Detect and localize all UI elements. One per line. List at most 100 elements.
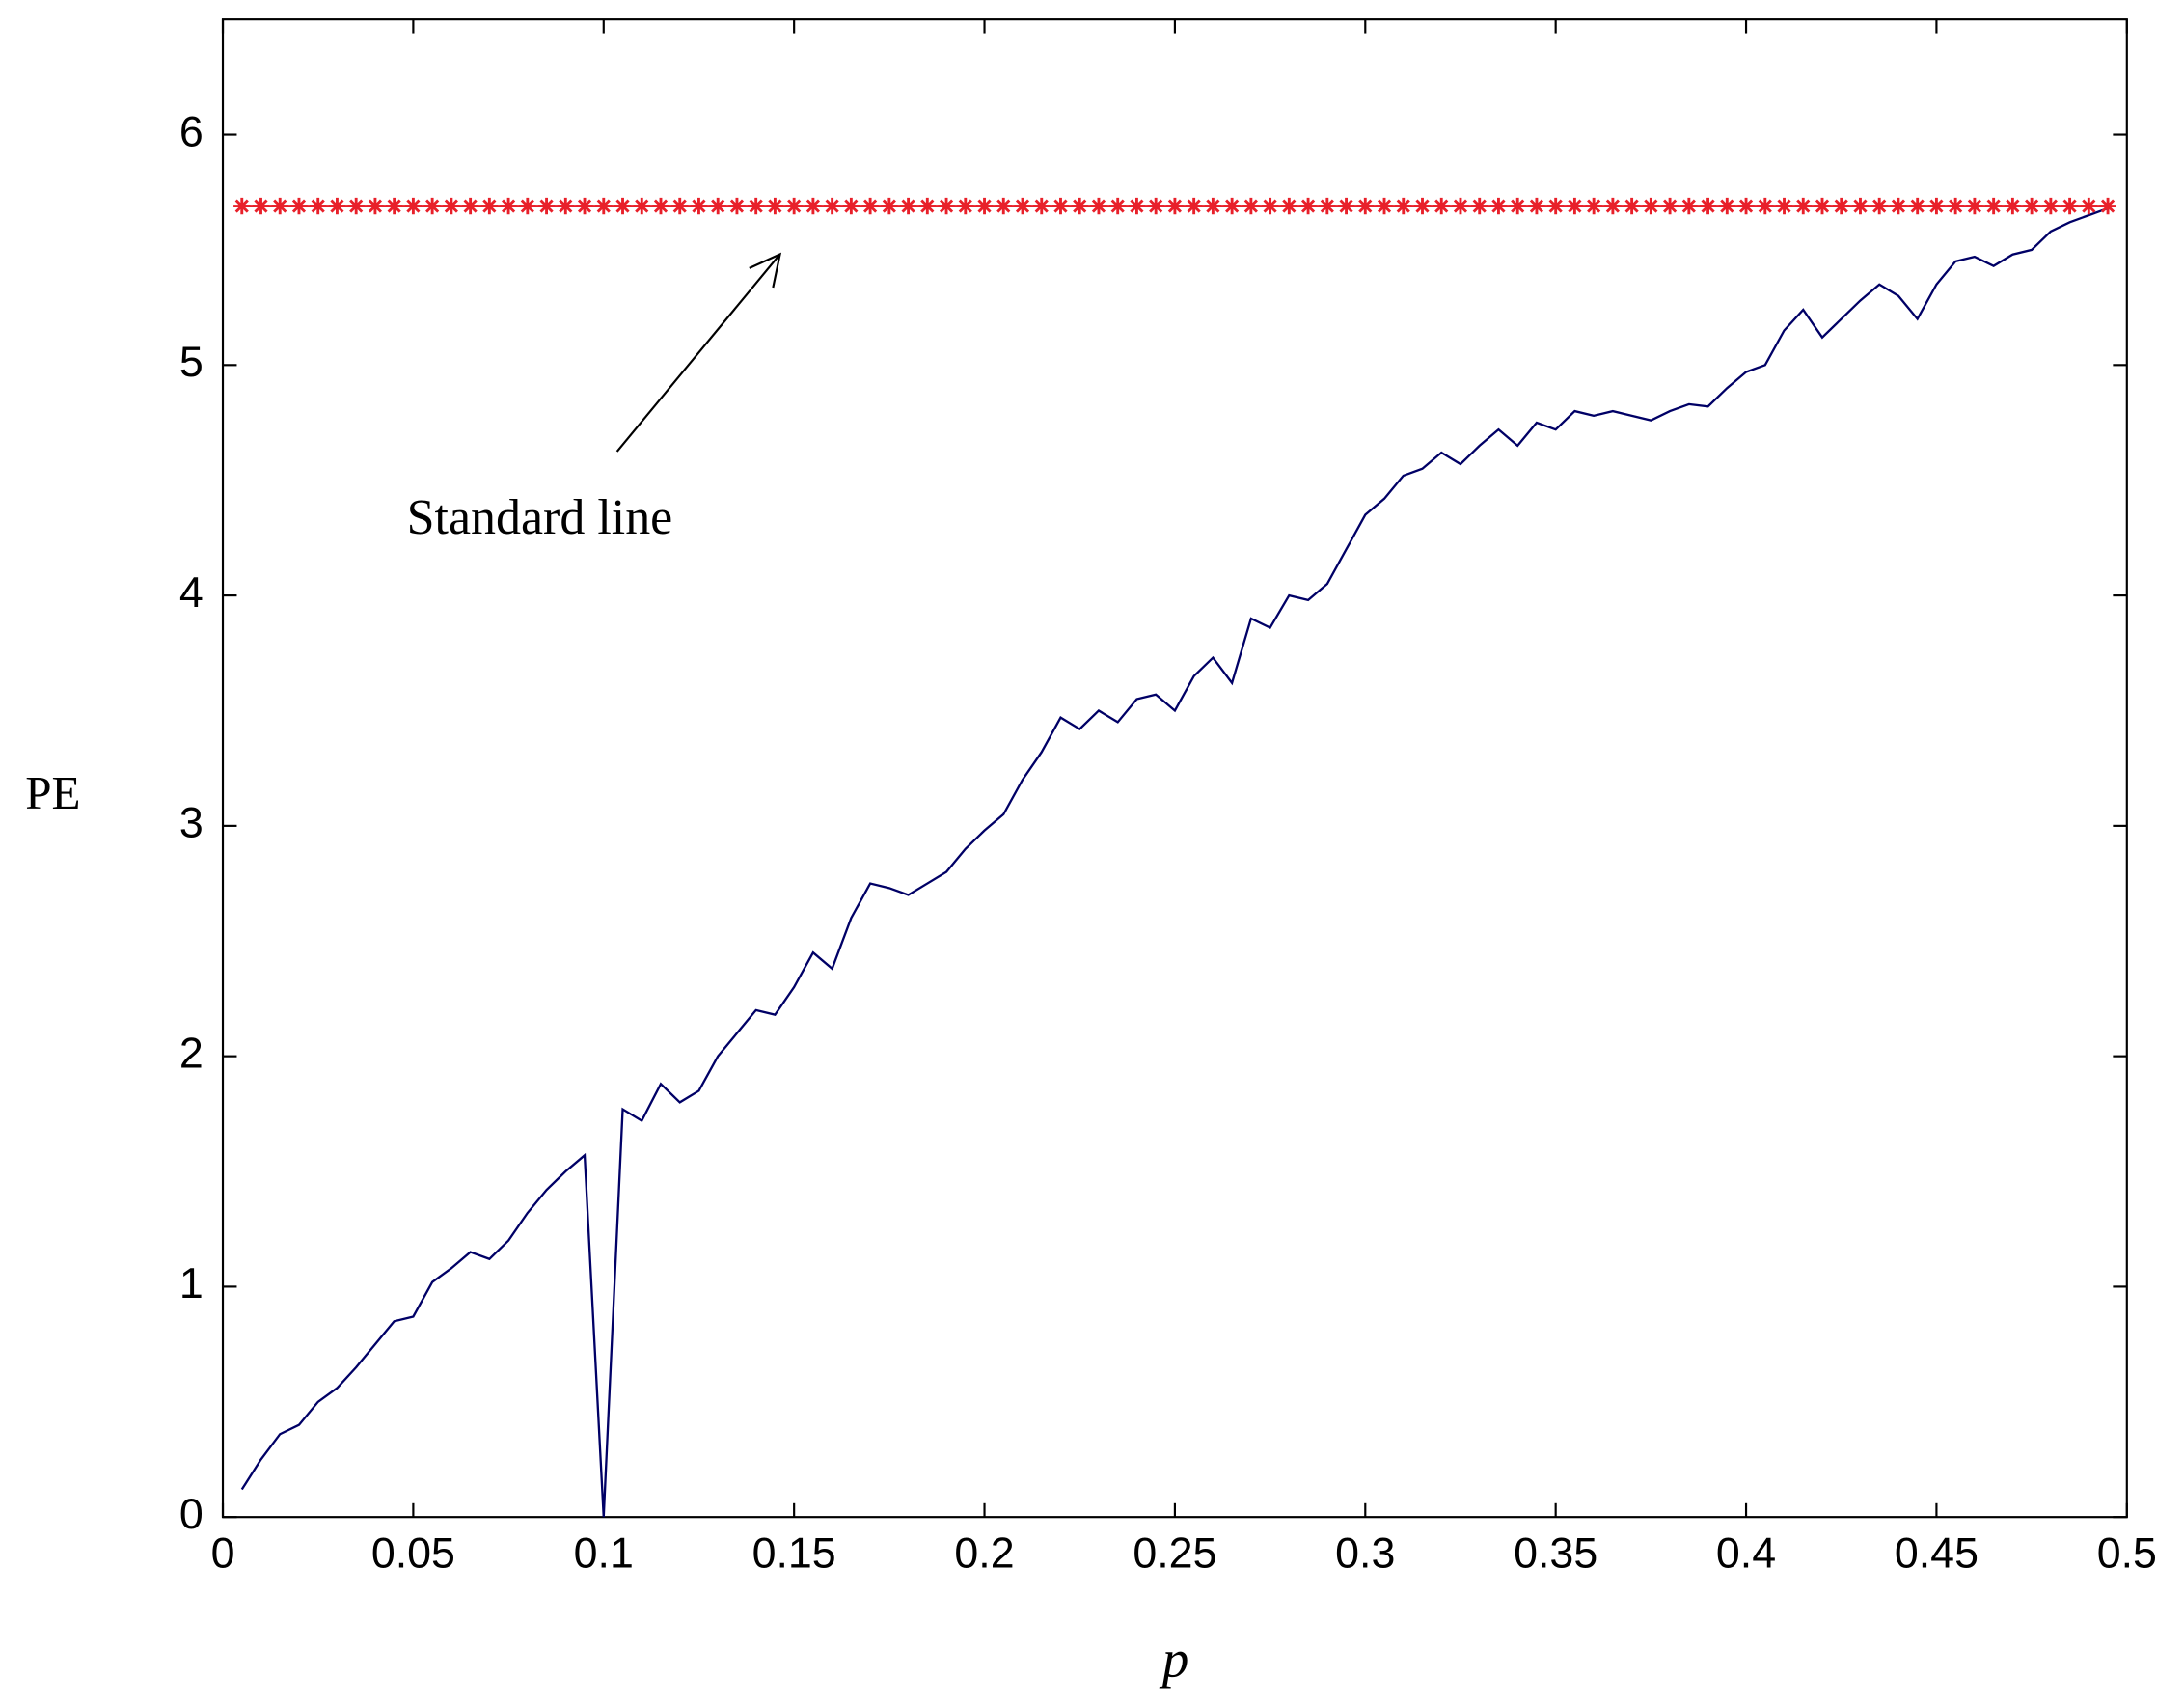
y-tick-label: 1	[179, 1260, 204, 1307]
star-marker	[1376, 197, 1393, 215]
star-marker	[385, 197, 403, 215]
star-marker	[1623, 197, 1641, 215]
star-marker	[995, 197, 1012, 215]
star-marker	[1413, 197, 1432, 215]
x-tick-label: 0.2	[954, 1529, 1014, 1577]
star-marker	[328, 197, 346, 215]
star-marker	[1147, 197, 1164, 215]
star-marker	[1261, 197, 1279, 215]
star-marker	[1909, 197, 1926, 215]
star-marker	[1299, 197, 1317, 215]
star-marker	[1794, 197, 1812, 215]
star-marker	[595, 197, 613, 215]
star-marker	[1718, 197, 1735, 215]
series-line	[240, 206, 2109, 1518]
x-tick-label: 0.1	[574, 1529, 634, 1577]
star-marker	[423, 197, 441, 215]
star-marker	[443, 197, 460, 215]
star-marker	[2099, 197, 2116, 215]
star-marker	[1014, 197, 1031, 215]
star-marker	[2080, 197, 2097, 215]
y-tick-label: 3	[179, 800, 204, 847]
star-marker	[1128, 197, 1146, 215]
x-tick-label: 0.05	[371, 1529, 455, 1577]
star-marker	[614, 197, 632, 215]
star-marker	[1071, 197, 1088, 215]
star-marker	[1775, 197, 1793, 215]
x-tick-label: 0.5	[2097, 1529, 2157, 1577]
star-marker	[1489, 197, 1508, 215]
star-marker	[1471, 197, 1488, 215]
star-marker	[805, 197, 822, 215]
y-tick-label: 2	[179, 1030, 204, 1077]
star-marker	[1680, 197, 1698, 215]
star-marker	[1604, 197, 1622, 215]
star-marker	[480, 197, 499, 215]
star-marker	[1395, 197, 1412, 215]
star-marker	[842, 197, 860, 215]
star-marker	[918, 197, 936, 215]
star-marker	[233, 197, 251, 215]
star-marker	[748, 197, 765, 215]
star-marker	[1280, 197, 1298, 215]
star-marker	[461, 197, 479, 215]
star-marker	[1051, 197, 1070, 215]
star-marker	[500, 197, 517, 215]
star-marker	[690, 197, 708, 215]
star-marker	[1033, 197, 1051, 215]
star-marker	[975, 197, 994, 215]
star-marker	[1984, 197, 2003, 215]
star-marker	[1204, 197, 1222, 215]
star-marker	[1851, 197, 1870, 215]
star-marker	[899, 197, 917, 215]
star-marker	[347, 197, 365, 215]
star-marker	[652, 197, 669, 215]
star-marker	[310, 197, 327, 215]
star-marker	[785, 197, 803, 215]
star-marker	[1433, 197, 1450, 215]
star-marker	[290, 197, 308, 215]
star-marker	[728, 197, 746, 215]
star-marker	[861, 197, 879, 215]
star-marker	[1566, 197, 1584, 215]
star-marker	[709, 197, 726, 215]
y-axis-label: PE	[25, 766, 80, 819]
star-marker	[1090, 197, 1107, 215]
x-tick-label: 0	[211, 1529, 235, 1577]
star-marker	[2061, 197, 2079, 215]
star-marker	[633, 197, 650, 215]
star-marker	[537, 197, 556, 215]
star-marker	[1890, 197, 1907, 215]
star-marker	[1757, 197, 1774, 215]
star-marker	[1642, 197, 1660, 215]
x-tick-label: 0.3	[1335, 1529, 1395, 1577]
star-marker	[557, 197, 574, 215]
star-marker	[1109, 197, 1127, 215]
star-marker	[1833, 197, 1850, 215]
star-marker	[1870, 197, 1888, 215]
y-tick-label: 0	[179, 1491, 204, 1538]
star-marker	[1337, 197, 1355, 215]
x-tick-label: 0.45	[1895, 1529, 1979, 1577]
x-axis-label: p	[1159, 1630, 1188, 1689]
star-marker	[766, 197, 784, 215]
star-marker	[1452, 197, 1469, 215]
star-marker	[1585, 197, 1602, 215]
star-marker	[252, 197, 270, 215]
star-marker	[1927, 197, 1946, 215]
star-marker	[1509, 197, 1526, 215]
star-marker	[1242, 197, 1260, 215]
star-marker	[1185, 197, 1203, 215]
star-marker	[271, 197, 288, 215]
star-marker	[2042, 197, 2060, 215]
star-marker	[938, 197, 955, 215]
star-marker	[1947, 197, 1964, 215]
x-tick-label: 0.4	[1716, 1529, 1776, 1577]
star-marker	[2004, 197, 2022, 215]
annotation-arrow	[615, 252, 782, 453]
star-marker	[1166, 197, 1184, 215]
star-marker	[823, 197, 841, 215]
y-tick-label: 6	[179, 108, 204, 155]
